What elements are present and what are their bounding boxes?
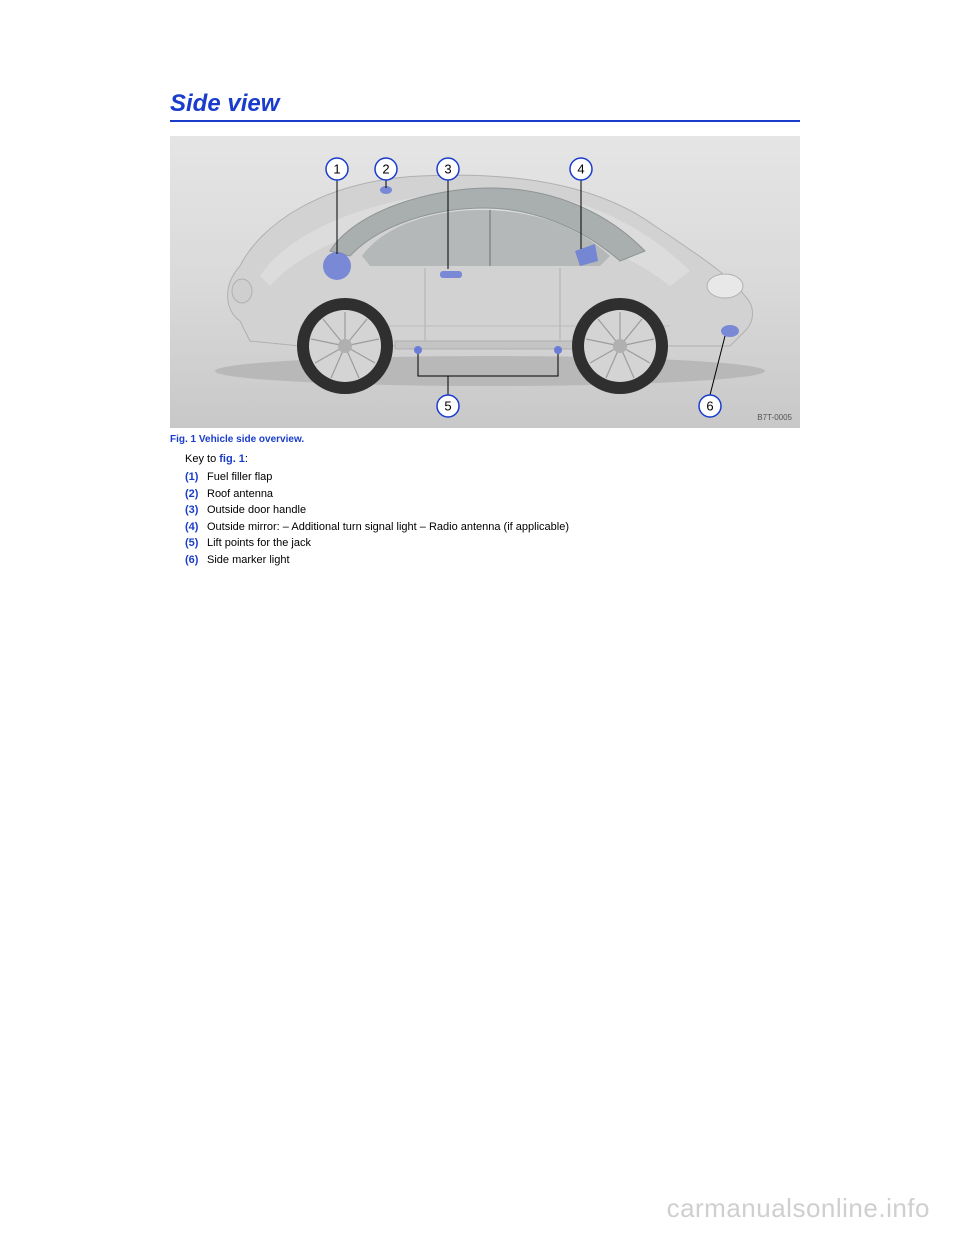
list-text: Fuel filler flap (207, 469, 830, 486)
svg-text:2: 2 (382, 162, 389, 177)
rear-hub (338, 339, 352, 353)
watermark: carmanualsonline.info (667, 1193, 930, 1224)
headlight (707, 274, 743, 298)
keyto-suffix: : (245, 453, 248, 465)
page-content: Side view (0, 0, 960, 568)
list-text: Roof antenna (207, 486, 830, 503)
list-item: (3)Outside door handle (185, 502, 830, 519)
car-illustration: 1 2 3 4 5 6 (170, 136, 800, 428)
list-item: (1)Fuel filler flap (185, 469, 830, 486)
key-to-line: Key to fig. 1: (185, 453, 830, 465)
list-text: Side marker light (207, 552, 830, 569)
keyto-figref: fig. 1 (219, 453, 245, 465)
list-item: (5)Lift points for the jack (185, 535, 830, 552)
marker-5b (554, 346, 562, 354)
list-text: Lift points for the jack (207, 535, 830, 552)
callout-5: 5 (437, 395, 459, 417)
list-item: (6)Side marker light (185, 552, 830, 569)
callout-1: 1 (326, 158, 348, 180)
shadow (215, 356, 765, 386)
sill (395, 341, 575, 349)
marker-6 (721, 325, 739, 337)
svg-text:5: 5 (444, 399, 451, 414)
callout-3: 3 (437, 158, 459, 180)
title-rule (170, 120, 800, 122)
figure-caption: Fig. 1 Vehicle side overview. (170, 434, 830, 445)
figure-code: B7T-0005 (757, 413, 792, 422)
item-list: (1)Fuel filler flap (2)Roof antenna (3)O… (185, 469, 830, 568)
callout-4: 4 (570, 158, 592, 180)
svg-text:3: 3 (444, 162, 451, 177)
vehicle-figure: 1 2 3 4 5 6 B7T-0005 (170, 136, 800, 428)
list-key: (6) (185, 552, 207, 569)
list-key: (3) (185, 502, 207, 519)
list-item: (4)Outside mirror: – Additional turn sig… (185, 519, 830, 536)
marker-5a (414, 346, 422, 354)
keyto-prefix: Key to (185, 453, 219, 465)
list-key: (4) (185, 519, 207, 536)
list-text: Outside mirror: – Additional turn signal… (207, 519, 830, 536)
marker-3 (440, 271, 462, 278)
svg-text:6: 6 (706, 399, 713, 414)
list-key: (1) (185, 469, 207, 486)
svg-text:1: 1 (333, 162, 340, 177)
front-hub (613, 339, 627, 353)
callout-2: 2 (375, 158, 397, 180)
callout-6: 6 (699, 395, 721, 417)
list-key: (5) (185, 535, 207, 552)
svg-text:4: 4 (577, 162, 584, 177)
page-title: Side view (170, 90, 830, 118)
list-item: (2)Roof antenna (185, 486, 830, 503)
list-text: Outside door handle (207, 502, 830, 519)
marker-1 (323, 252, 351, 280)
taillight (232, 279, 252, 303)
list-key: (2) (185, 486, 207, 503)
